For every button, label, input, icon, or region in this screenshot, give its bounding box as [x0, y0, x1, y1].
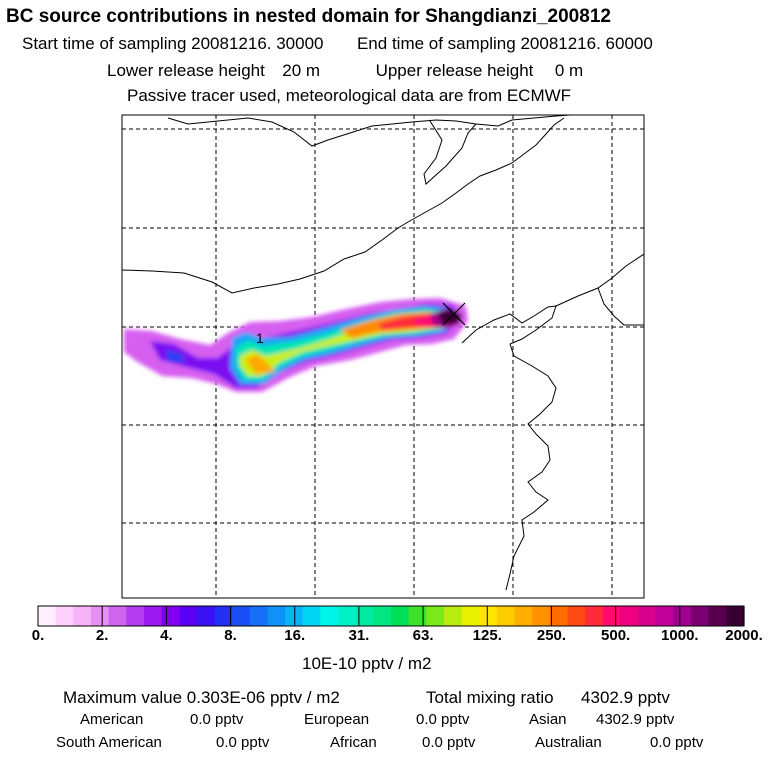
release-heights: Lower release height 20 m Upper release … [107, 62, 583, 79]
total-row: Total mixing ratio 4302.9 pptv [426, 689, 670, 706]
region-value: 0.0 pptv [422, 734, 476, 751]
colorbar-swatch [426, 606, 445, 626]
colorbar-swatch [161, 606, 180, 626]
region-name: South American [56, 734, 162, 751]
colorbar-tick-label: 63. [412, 627, 434, 644]
colorbar-swatch [391, 606, 410, 626]
colorbar-unit: 10E-10 pptv / m2 [302, 654, 432, 673]
colorbar-tick-label: 0. [31, 627, 45, 644]
colorbar-swatch [338, 606, 357, 626]
region-name: European [304, 711, 370, 728]
tracer-note: Passive tracer used, meteorological data… [127, 86, 572, 105]
colorbar-swatch [691, 606, 710, 626]
colorbar-swatch [673, 606, 692, 626]
colorbar-swatch [196, 606, 216, 626]
end-time-value: 20081216. 60000 [520, 34, 653, 53]
region-value: 0.0 pptv [190, 711, 244, 728]
region-name: African [330, 734, 377, 751]
colorbar-swatch [532, 606, 551, 626]
colorbar-tick-label: 2. [95, 627, 109, 644]
colorbar-tick-label: 1000. [661, 627, 699, 644]
colorbar-tick-label: 500. [601, 627, 631, 644]
colorbar-swatch [214, 606, 233, 626]
colorbar-swatch [567, 606, 586, 626]
map-marker-label: 1 [256, 330, 264, 346]
colorbar-swatch [320, 606, 339, 626]
end-time-label: End time of sampling [356, 34, 516, 53]
page-title: BC source contributions in nested domain… [6, 6, 611, 27]
colorbar-swatch [38, 606, 57, 626]
colorbar-swatch [585, 606, 604, 626]
colorbar-tick-label: 250. [536, 627, 567, 644]
start-time-label: Start time of sampling [22, 34, 187, 53]
region-value: 0.0 pptv [650, 734, 704, 751]
total-value: 4302.9 pptv [581, 688, 670, 707]
colorbar-swatch [355, 606, 374, 626]
region-value: 0.0 pptv [216, 734, 270, 751]
region-value: 4302.9 pptv [596, 711, 675, 728]
region-value: 0.0 pptv [416, 711, 470, 728]
region-name: Australian [535, 734, 602, 751]
colorbar-swatch [285, 606, 304, 626]
region-name: Asian [529, 711, 567, 728]
colorbar-swatch [638, 606, 657, 626]
colorbar-tick-label: 4. [160, 627, 173, 644]
colorbar-swatch [55, 606, 74, 626]
colorbar-tick-label: 16. [284, 627, 306, 644]
colorbar-swatch [143, 606, 163, 626]
colorbar-swatch [620, 606, 639, 626]
lower-height-value: 20 m [282, 61, 321, 80]
max-value-row: Maximum value 0.303E-06 pptv / m2 [63, 689, 340, 706]
total-label: Total mixing ratio [426, 688, 554, 707]
max-value: 0.303E-06 pptv / m2 [186, 688, 340, 707]
colorbar-swatch [708, 606, 727, 626]
colorbar-frame [37, 605, 745, 627]
colorbar-swatch [108, 606, 127, 626]
colorbar-swatch [408, 606, 427, 626]
colorbar-swatch [461, 606, 480, 626]
upper-height-value: 0 m [554, 61, 584, 80]
upper-height-label: Upper release height [375, 61, 534, 80]
colorbar [37, 605, 745, 627]
colorbar-tick-label: 125. [472, 627, 502, 644]
colorbar-swatch [179, 606, 198, 626]
colorbar-tick-label: 2000. [725, 627, 763, 644]
colorbar-swatch [373, 606, 392, 626]
region-name: American [80, 711, 144, 728]
colorbar-tick-label: 8. [224, 627, 237, 644]
colorbar-swatch [479, 606, 498, 626]
colorbar-swatch [514, 606, 533, 626]
colorbar-swatch [496, 606, 516, 626]
colorbar-tick-label: 31. [348, 627, 370, 644]
colorbar-swatch [232, 606, 251, 626]
colorbar-swatch [90, 606, 110, 626]
receptor-marker [442, 302, 466, 326]
colorbar-swatch [602, 606, 622, 626]
start-time-value: 20081216. 30000 [191, 34, 324, 53]
colorbar-swatch [443, 606, 463, 626]
max-label: Maximum value [63, 688, 183, 707]
colorbar-swatch [726, 606, 745, 626]
colorbar-swatch [126, 606, 145, 626]
colorbar-swatch [267, 606, 286, 626]
colorbar-swatch [73, 606, 92, 626]
colorbar-swatch [549, 606, 569, 626]
colorbar-swatch [655, 606, 674, 626]
colorbar-swatch [249, 606, 269, 626]
country-borders [122, 115, 644, 591]
tracer-plume [124, 298, 468, 392]
lower-height-label: Lower release height [107, 61, 265, 80]
sampling-times: Start time of sampling 20081216. 30000 E… [22, 35, 653, 52]
colorbar-swatch [302, 606, 321, 626]
